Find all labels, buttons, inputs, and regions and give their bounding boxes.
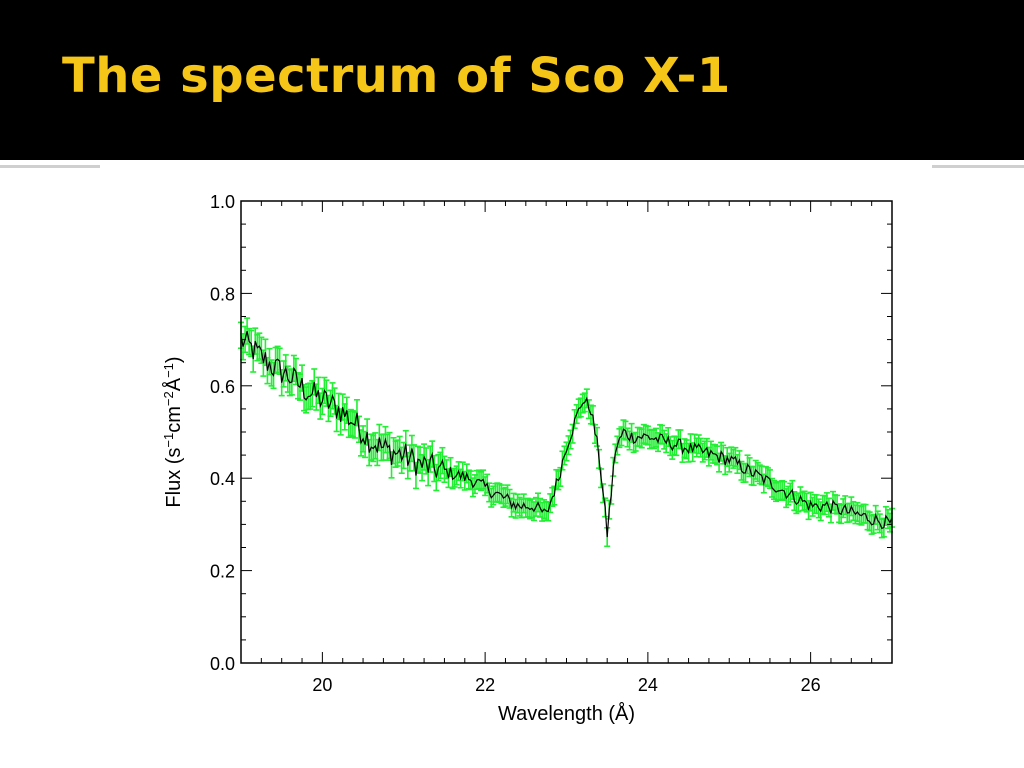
ticks-layer: 20 22 24 26 0.0 0.2 0.4 0.6 0.8 1.0 [210,192,893,695]
y-tick-label: 0.0 [210,654,235,674]
y-label-part: cm [163,406,185,433]
divider-right [932,165,1024,168]
y-axis-label: Flux (s−1cm−2Å−1) [161,356,186,507]
slide-title: The spectrum of Sco X-1 [62,48,731,104]
divider-left [0,165,100,168]
y-label-sup: −2 [161,391,176,406]
y-label-part: Å [162,377,185,391]
y-label-sup: −1 [161,433,176,448]
error-bars [238,317,895,548]
y-label-sup: −1 [161,363,176,378]
y-tick-label: 0.2 [210,562,235,582]
x-tick-label: 24 [638,675,658,695]
y-label-part: Flux (s [163,448,185,508]
y-tick-label: 0.6 [210,377,235,397]
x-tick-label: 22 [475,675,495,695]
title-bar [0,0,1024,160]
series-layer [238,317,895,548]
x-tick-label: 20 [312,675,332,695]
spectrum-line [240,330,893,538]
y-tick-label: 0.4 [210,469,235,489]
x-axis-label: Wavelength (Å) [498,702,635,725]
y-tick-label: 0.8 [210,284,235,304]
x-tick-label: 26 [801,675,821,695]
y-label-part: ) [163,356,185,363]
y-tick-label: 1.0 [210,192,235,212]
